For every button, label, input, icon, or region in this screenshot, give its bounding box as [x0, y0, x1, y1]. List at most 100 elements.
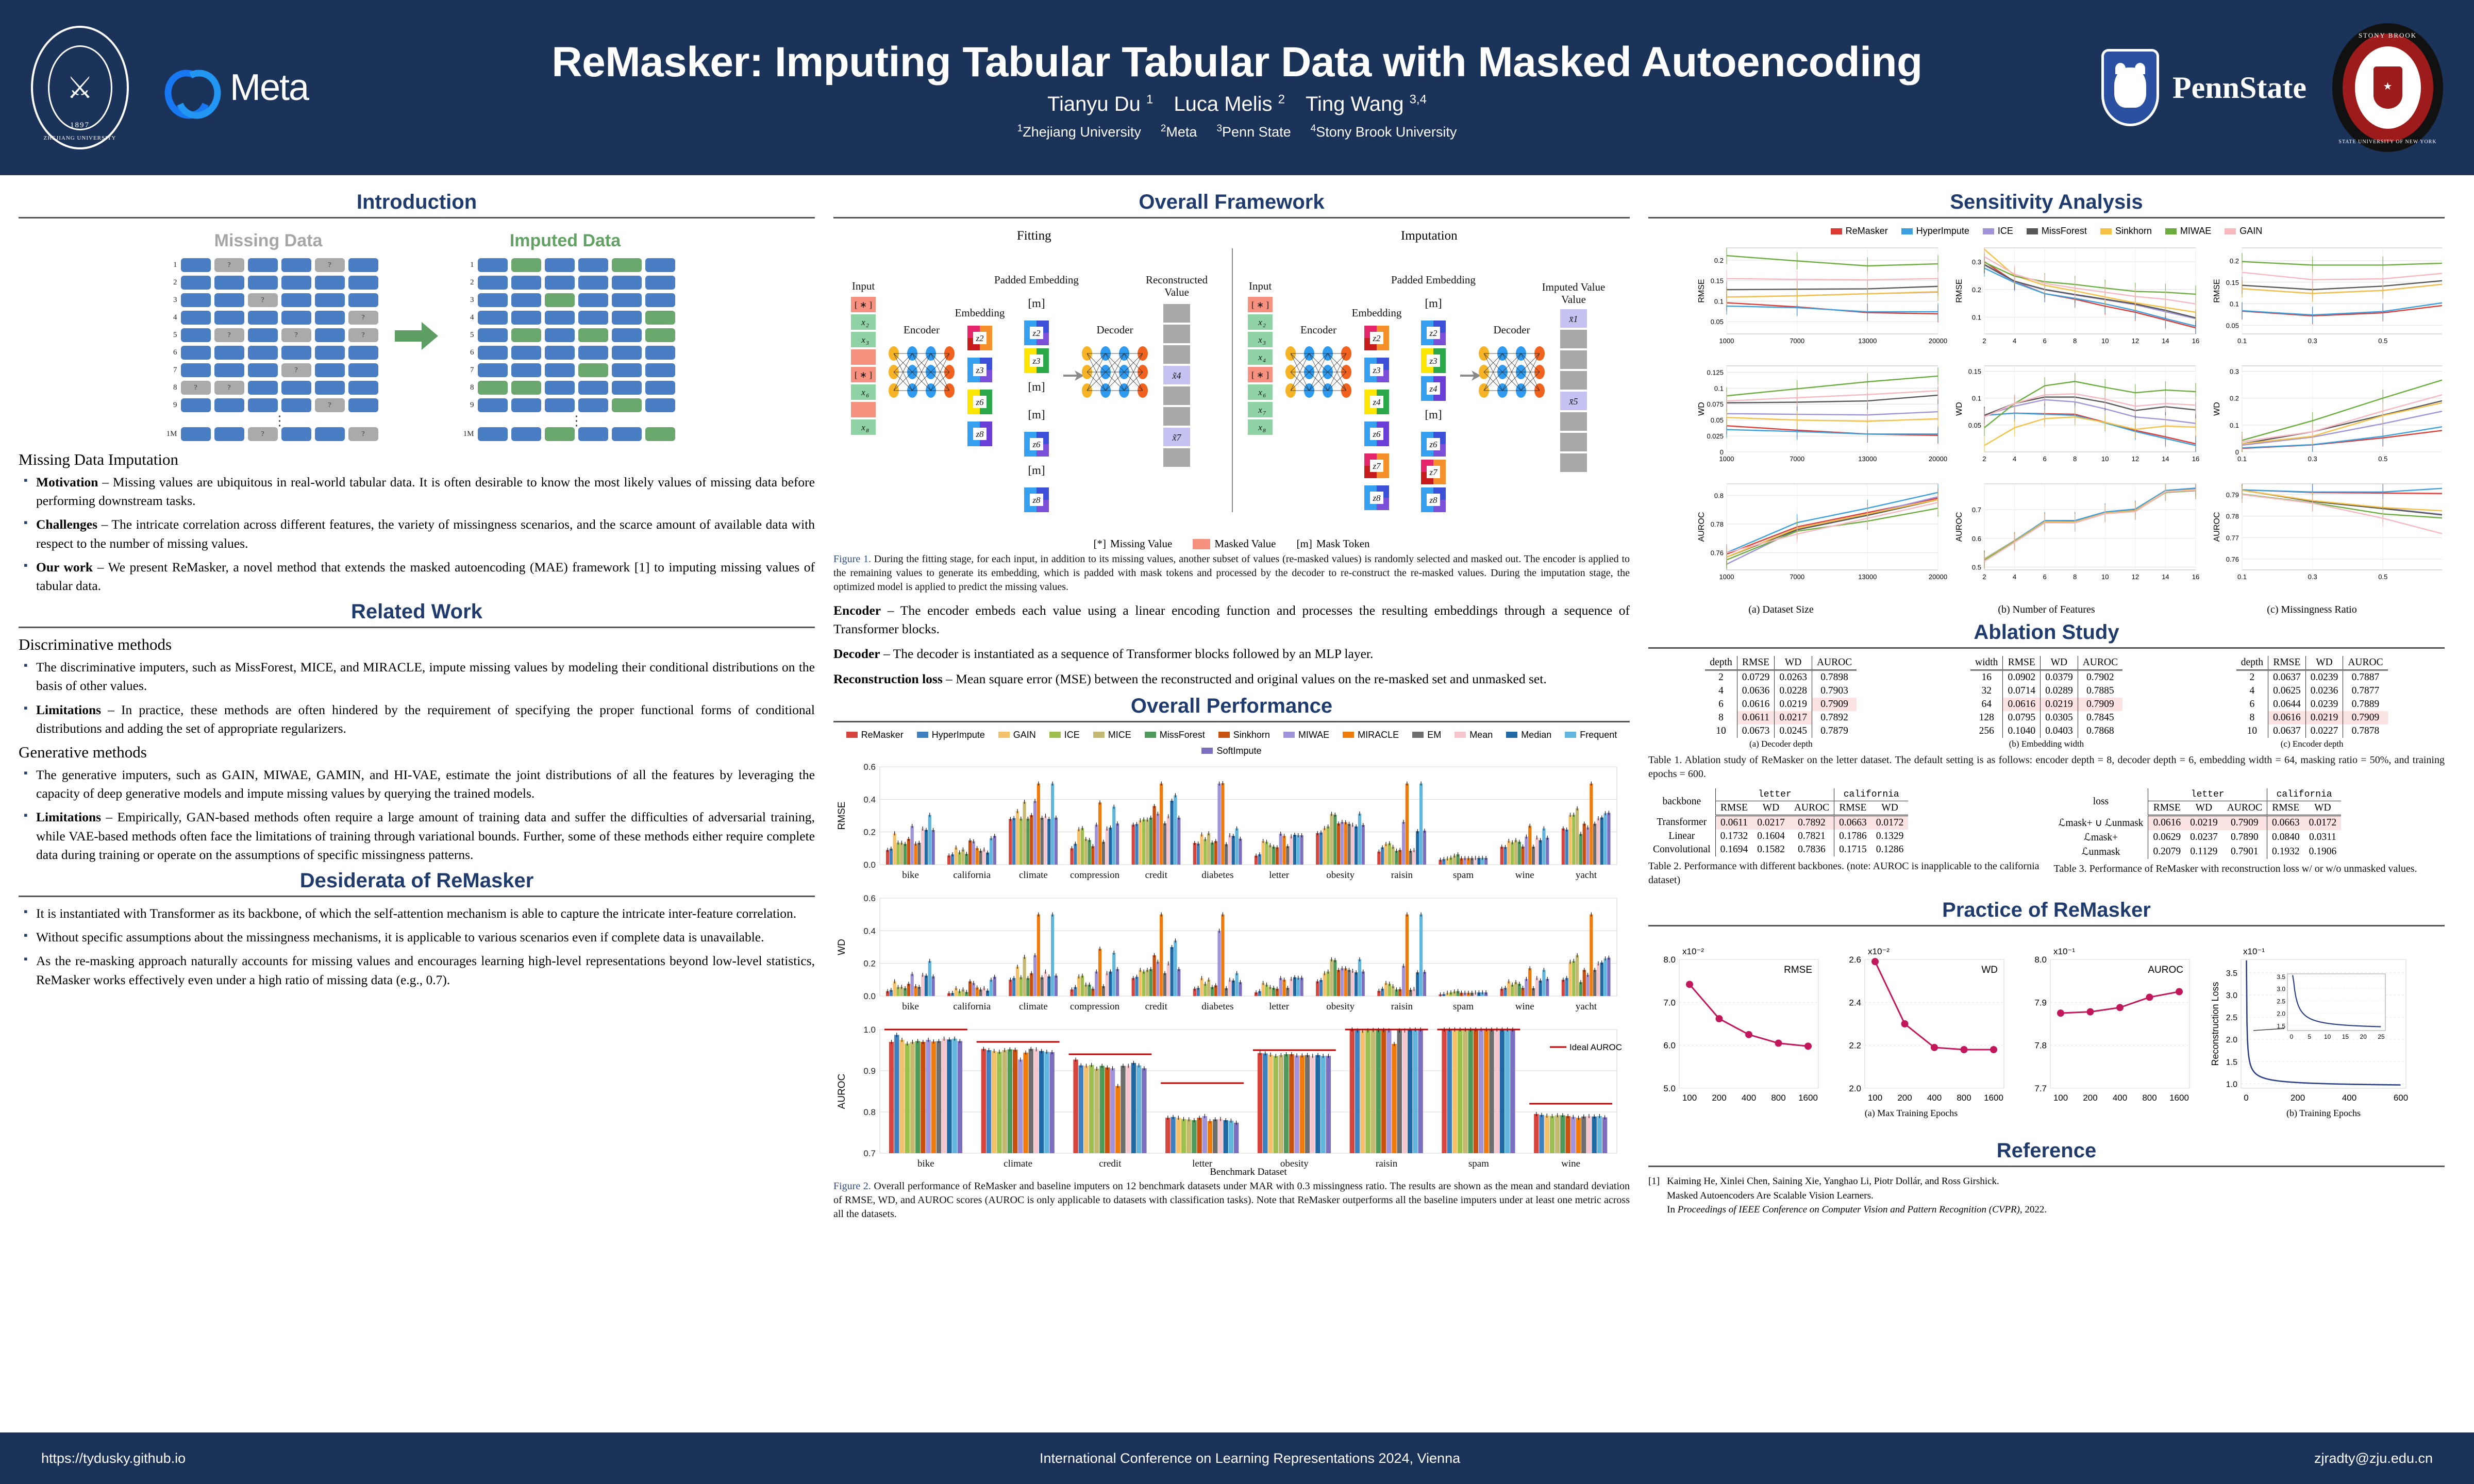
value-box [1163, 428, 1190, 446]
y-tick-label: 0.15 [1711, 277, 1724, 285]
data-cell [281, 427, 311, 441]
legend-swatch [1049, 732, 1061, 738]
bar [1310, 1056, 1315, 1153]
data-cell [214, 398, 244, 412]
table-cell: 0.0625 [2268, 684, 2306, 698]
series-line [2242, 376, 2454, 441]
bar [1517, 841, 1521, 865]
bar [914, 843, 917, 865]
missing-grid-last: 1M?? [159, 427, 378, 441]
bar [985, 990, 990, 996]
legend-label: MIWAE [1298, 729, 1330, 740]
neural-network-icon [1082, 346, 1148, 398]
bar [1290, 836, 1293, 865]
legend-label: ICE [1997, 226, 2013, 236]
diagram-label: z7 [1429, 467, 1438, 477]
bar [1221, 783, 1225, 865]
inset-series-line [2292, 975, 2381, 1027]
bar [1481, 857, 1484, 865]
bullet-item: Our work – We present ReMasker, a novel … [19, 557, 815, 595]
footer-email[interactable]: zjradty@zju.edu.cn [2314, 1450, 2433, 1466]
divider [833, 720, 1630, 722]
y-tick-label: 0.025 [1707, 432, 1724, 440]
bar [1265, 984, 1268, 996]
x-axis-label: Benchmark Dataset [1210, 1167, 1287, 1177]
y-tick-label: 0.075 [1707, 400, 1724, 408]
bar [1279, 977, 1282, 996]
bar [1296, 977, 1300, 996]
table-row: 4 0.0625 0.0236 0.7877 [2236, 684, 2388, 698]
imputed-cell [645, 328, 675, 342]
subcaption: (b) Number of Features [1998, 604, 2095, 615]
bar [1409, 850, 1412, 865]
bar [899, 1039, 905, 1153]
network-edge [1290, 353, 1310, 373]
group-header: california [2266, 788, 2342, 801]
bar [1272, 846, 1276, 865]
data-cell [247, 346, 278, 360]
network-edge [1520, 353, 1540, 373]
grid-row: 1 [456, 258, 675, 272]
bar [1535, 977, 1539, 996]
x-tick-label: obesity [1326, 1001, 1355, 1012]
x-tick-label: 0.5 [2378, 337, 2387, 345]
embedding-label-bg [1427, 438, 1440, 450]
figure1-caption: Figure 1. During the fitting stage, for … [833, 553, 1630, 593]
sb-star-icon: ★ [2383, 81, 2393, 92]
y-tick-label: 7.0 [1663, 998, 1676, 1007]
bar [1320, 1056, 1326, 1153]
bar [961, 989, 965, 996]
data-cell [544, 311, 575, 325]
x-tick-label: 12 [2132, 455, 2139, 463]
diagram-label: x [1258, 387, 1262, 397]
network-edge [930, 353, 950, 391]
y-tick-label: 0.0 [863, 860, 876, 870]
footer-website[interactable]: https://tydusky.github.io [41, 1450, 186, 1466]
bar [1579, 834, 1583, 865]
series-line [2246, 960, 2401, 1086]
legend-label: Frequent [1580, 729, 1617, 740]
bar [885, 850, 890, 865]
bar [1101, 841, 1105, 865]
table-cell: 256 [1979, 726, 1994, 736]
bar [1446, 858, 1449, 865]
grid-row: 5 [456, 328, 675, 342]
x-tick-label: 400 [2113, 1093, 2127, 1103]
data-cell [281, 346, 311, 360]
bar [1474, 857, 1477, 865]
bar [1261, 840, 1265, 865]
bar [1030, 815, 1033, 865]
row-label: 7 [470, 366, 474, 374]
y-scale-label: x10⁻² [1682, 947, 1704, 956]
data-cell [511, 311, 541, 325]
data-cell [180, 311, 211, 325]
bar [1603, 813, 1607, 865]
value-box [851, 314, 876, 330]
bar [921, 1041, 926, 1153]
y-tick-label: 0.15 [1968, 367, 1981, 375]
row-label: 6 [470, 348, 474, 357]
diagram-label: 4 [1263, 358, 1266, 364]
table-cell: 0.7889 [2343, 698, 2388, 711]
legend-swatch [2165, 228, 2177, 234]
row-label: 3 [173, 296, 177, 304]
table-row: 10 0.0673 0.0245 0.7879 [1705, 724, 1857, 738]
divider [19, 896, 815, 898]
y-tick-label: 0.05 [2226, 322, 2239, 329]
table1b-subcaption: (b) Embedding width [2009, 739, 2084, 749]
bar [1135, 976, 1139, 996]
legend-swatch [1093, 732, 1105, 738]
bar [1166, 816, 1170, 865]
x-tick-label: 200 [2083, 1093, 2097, 1103]
bar [1539, 840, 1542, 865]
diagram-label: z2 [1372, 333, 1381, 343]
data-cell [477, 363, 508, 377]
series-line [1726, 429, 1938, 435]
figure2-caption: Figure 2. Overall performance of ReMaske… [833, 1180, 1630, 1220]
table-cell: 0.0228 [1774, 684, 1812, 698]
y-tick-label: 2.6 [1849, 955, 1861, 965]
table-cell: 2 [1718, 672, 1724, 683]
diagram-label: z8 [1032, 495, 1041, 505]
bar [1546, 979, 1549, 996]
table-row: ℒmask+ 0.0629 0.0237 0.7890 0.0840 0.0311 [2054, 830, 2342, 845]
